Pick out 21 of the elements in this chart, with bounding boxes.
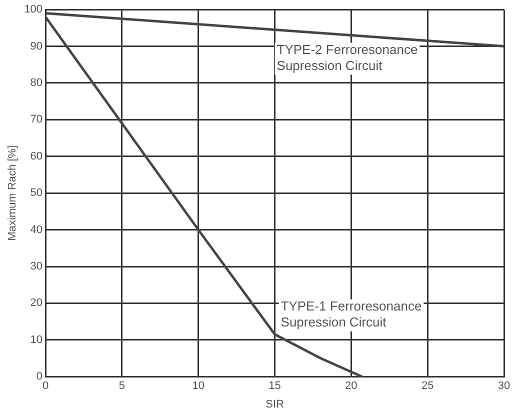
x-tick-label: 10 [192, 380, 204, 392]
x-axis-title: SIR [266, 398, 284, 410]
y-tick-label: 60 [30, 150, 43, 162]
y-tick-label: 10 [30, 334, 43, 346]
y-tick-label: 100 [24, 4, 43, 16]
y-tick-label: 70 [30, 114, 43, 126]
y-tick-label: 0 [36, 370, 43, 383]
y-tick-label: 50 [30, 187, 43, 200]
y-tick-label: 40 [30, 224, 43, 236]
series-label: TYPE-1 Ferroresonance Supression Circuit [280, 298, 422, 330]
series-label: TYPE-2 Ferroresonance Supression Circuit [276, 42, 418, 73]
y-tick-label: 20 [30, 297, 43, 310]
y-axis-title: Maximum Rach [%] [6, 145, 19, 241]
y-tick-label: 30 [30, 260, 43, 273]
x-tick-label: 5 [118, 380, 126, 392]
x-tick-label: 20 [345, 380, 358, 392]
y-tick-label: 90 [30, 40, 43, 52]
x-tick-label: 15 [268, 380, 281, 392]
x-tick-label: 25 [421, 380, 434, 392]
y-tick-label: 80 [30, 77, 43, 90]
x-tick-label: 30 [498, 380, 510, 392]
